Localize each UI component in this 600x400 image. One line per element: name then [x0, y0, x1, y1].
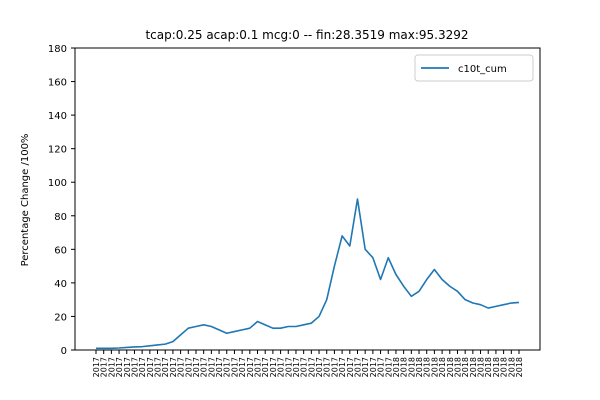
x-tick-label: 2017 — [230, 357, 239, 377]
x-tick-label: 2017 — [292, 357, 301, 377]
x-tick-label: 2017 — [238, 357, 247, 377]
x-axis: 2017201720172017201720172017201720172017… — [92, 350, 524, 377]
x-tick-label: 2017 — [338, 357, 347, 377]
x-tick-label: 2017 — [138, 357, 147, 377]
x-tick-label: 2017 — [323, 357, 332, 377]
x-tick-label: 2017 — [154, 357, 163, 377]
x-tick-label: 2017 — [307, 357, 316, 377]
x-tick-label: 2018 — [392, 357, 401, 377]
x-tick-label: 2017 — [269, 357, 278, 377]
x-tick-label: 2017 — [223, 357, 232, 377]
x-tick-label: 2017 — [184, 357, 193, 377]
y-tick-label: 0 — [61, 346, 67, 357]
x-tick-label: 2018 — [507, 357, 516, 377]
x-tick-label: 2018 — [446, 357, 455, 377]
y-tick-label: 160 — [48, 78, 67, 89]
y-axis-label: Percentage Change /100% — [20, 134, 31, 267]
x-tick-label: 2017 — [107, 357, 116, 377]
y-tick-label: 60 — [54, 245, 67, 256]
y-tick-label: 120 — [48, 145, 67, 156]
x-tick-label: 2018 — [438, 357, 447, 377]
y-tick-label: 80 — [54, 212, 67, 223]
x-tick-label: 2018 — [400, 357, 409, 377]
x-tick-label: 2017 — [177, 357, 186, 377]
x-tick-label: 2017 — [330, 357, 339, 377]
x-tick-label: 2018 — [423, 357, 432, 377]
x-tick-label: 2017 — [315, 357, 324, 377]
y-tick-label: 140 — [48, 111, 67, 122]
x-tick-label: 2017 — [207, 357, 216, 377]
y-tick-label: 180 — [48, 44, 67, 55]
x-tick-label: 2017 — [200, 357, 209, 377]
x-tick-label: 2017 — [146, 357, 155, 377]
x-tick-label: 2017 — [346, 357, 355, 377]
x-tick-label: 2017 — [353, 357, 362, 377]
x-tick-label: 2017 — [284, 357, 293, 377]
x-tick-label: 2017 — [100, 357, 109, 377]
x-tick-label: 2017 — [261, 357, 270, 377]
y-tick-label: 40 — [54, 279, 67, 290]
series-layer — [96, 198, 520, 350]
legend: c10t_cum — [414, 54, 534, 82]
x-tick-label: 2017 — [300, 357, 309, 377]
x-tick-label: 2017 — [192, 357, 201, 377]
legend-box — [414, 54, 534, 82]
series-line-c10t-cum — [96, 198, 520, 350]
x-tick-label: 2017 — [369, 357, 378, 377]
x-tick-label: 2017 — [215, 357, 224, 377]
x-tick-label: 2018 — [430, 357, 439, 377]
x-tick-label: 2017 — [246, 357, 255, 377]
x-tick-label: 2017 — [115, 357, 124, 377]
x-tick-label: 2018 — [453, 357, 462, 377]
x-tick-label: 2017 — [169, 357, 178, 377]
x-tick-label: 2017 — [377, 357, 386, 377]
x-tick-label: 2018 — [515, 357, 524, 377]
plot-frame — [74, 47, 541, 351]
chart-title: tcap:0.25 acap:0.1 mcg:0 -- fin:28.3519 … — [145, 28, 468, 42]
x-tick-label: 2018 — [492, 357, 501, 377]
x-tick-label: 2017 — [361, 357, 370, 377]
x-tick-label: 2018 — [484, 357, 493, 377]
x-tick-label: 2018 — [407, 357, 416, 377]
x-tick-label: 2017 — [384, 357, 393, 377]
x-tick-label: 2017 — [123, 357, 132, 377]
y-tick-label: 20 — [54, 312, 67, 323]
x-tick-label: 2017 — [130, 357, 139, 377]
x-tick-label: 2017 — [277, 357, 286, 377]
x-tick-label: 2018 — [477, 357, 486, 377]
x-tick-label: 2018 — [500, 357, 509, 377]
x-tick-label: 2017 — [161, 357, 170, 377]
y-axis: 0 20 40 60 80 100 120 140 160 180 — [48, 44, 75, 357]
legend-label-c10t-cum: c10t_cum — [458, 64, 507, 75]
y-tick-label: 100 — [48, 178, 67, 189]
x-tick-label: 2018 — [461, 357, 470, 377]
x-tick-label: 2017 — [254, 357, 263, 377]
x-tick-label: 2018 — [415, 357, 424, 377]
x-tick-label: 2017 — [92, 357, 101, 377]
x-tick-label: 2018 — [469, 357, 478, 377]
